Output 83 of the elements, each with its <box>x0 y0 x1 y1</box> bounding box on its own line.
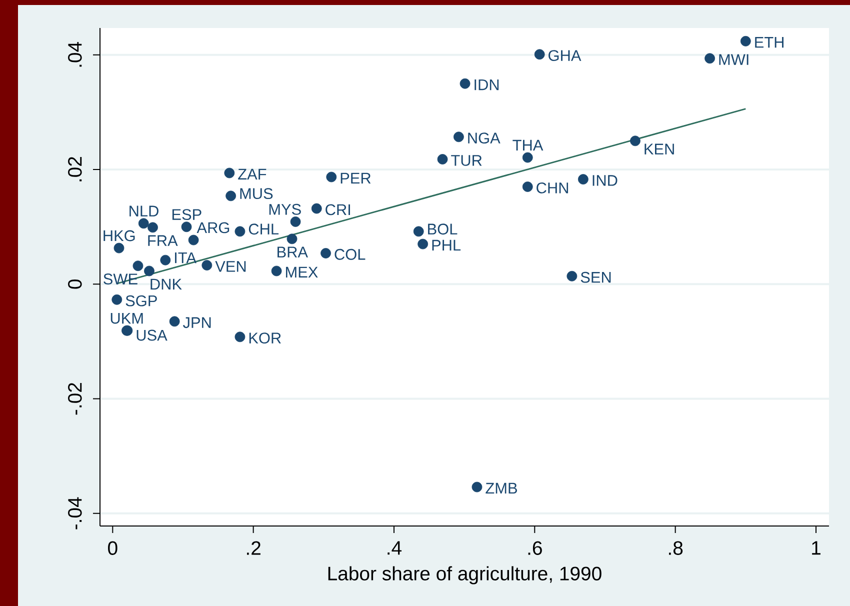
point <box>460 78 470 89</box>
series-label: MYS <box>269 204 301 215</box>
series-label: MUS <box>240 188 273 200</box>
series-label: HKG <box>104 230 135 242</box>
point <box>138 218 149 229</box>
series-label: USA <box>136 330 168 341</box>
series-label: VEN <box>215 261 246 272</box>
point <box>320 248 331 258</box>
series-label: MWI <box>719 54 748 65</box>
point <box>413 226 424 237</box>
x-tick-label: .2 <box>246 541 260 555</box>
point <box>578 174 588 184</box>
series-label: ZAF <box>238 168 266 180</box>
series-label: MEX <box>286 266 318 278</box>
series-label: FRA <box>148 235 178 246</box>
point <box>522 152 533 163</box>
point <box>112 294 122 305</box>
point <box>226 190 236 202</box>
series-label: TUR <box>451 155 482 166</box>
series-label: BOL <box>428 224 458 235</box>
series-label: JPN <box>182 317 211 328</box>
series-label: CHN <box>536 182 568 194</box>
y-tick-label: .02 <box>68 157 82 182</box>
series-label: COL <box>334 248 366 260</box>
point <box>326 172 337 182</box>
point <box>224 168 235 178</box>
x-tick-label: .4 <box>388 541 402 555</box>
point <box>740 36 751 46</box>
point <box>311 203 322 214</box>
series-label: NGA <box>468 132 500 144</box>
point <box>290 216 301 227</box>
y-tick-label: 0 <box>68 280 82 289</box>
series-label: NLD <box>130 206 158 216</box>
point <box>234 226 246 237</box>
x-tick-label: 0 <box>108 541 118 555</box>
y-tick-label: .04 <box>68 42 82 67</box>
point <box>148 222 158 233</box>
point <box>472 482 482 492</box>
x-axis-title: Labor share of agriculture, 1990 <box>328 566 602 584</box>
point <box>144 266 154 276</box>
point <box>418 238 428 250</box>
series-label: ETH <box>755 37 784 48</box>
series-label: KOR <box>249 332 281 344</box>
point <box>286 234 298 244</box>
series-label: THA <box>512 140 544 151</box>
point <box>234 332 246 342</box>
point <box>437 154 448 164</box>
series-label: PER <box>340 172 371 184</box>
x-tick-label: .8 <box>668 541 683 555</box>
point <box>188 234 199 246</box>
point <box>202 260 212 270</box>
y-tick-label: -.02 <box>68 383 82 415</box>
point <box>522 182 533 192</box>
series-label: DNK <box>150 278 182 290</box>
point <box>454 132 464 142</box>
x-tick-label: 1 <box>812 541 820 555</box>
point <box>132 260 144 272</box>
series-label: ESP <box>172 209 202 220</box>
point <box>114 242 124 254</box>
point <box>160 254 171 266</box>
y-tick-label: -.04 <box>68 497 82 530</box>
point <box>169 316 180 327</box>
series-label: GHA <box>548 50 582 62</box>
series-label: CHL <box>248 224 279 235</box>
series-label: IDN <box>474 79 499 90</box>
series-label: KEN <box>644 144 674 154</box>
x-tick-label: .6 <box>528 541 542 555</box>
series-label: UKM <box>110 312 143 324</box>
series-label: ZMB <box>486 482 517 494</box>
point <box>630 136 640 146</box>
point <box>181 222 192 232</box>
series-label: ARG <box>196 222 230 234</box>
series-label: SGP <box>126 295 157 306</box>
series-label: ITA <box>175 252 196 264</box>
series-label: BRA <box>278 246 308 258</box>
series-label: SEN <box>580 272 611 283</box>
point <box>271 266 282 276</box>
series-label: IND <box>592 175 618 186</box>
series-label: PHL <box>432 240 461 251</box>
series-label: CRI <box>326 204 350 216</box>
point <box>704 53 715 64</box>
point <box>566 270 578 282</box>
point <box>534 49 545 60</box>
